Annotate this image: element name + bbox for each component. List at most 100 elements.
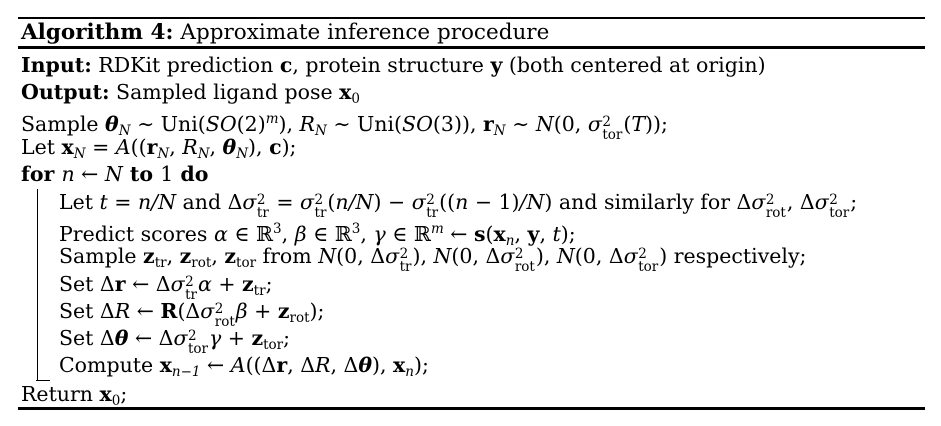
loop-line-sample-noise: Sample ztr, zrot, ztor from N(0, Δσ 2 tr),… [59,243,926,274]
text-segment: N [318,244,337,269]
text-segment: ( [623,112,632,137]
text-segment: Sample [59,244,144,269]
text-segment: y [527,222,540,247]
text-segment: Input: [21,53,92,77]
text-segment: n [405,364,414,381]
return-line: Return x0; [21,381,926,409]
text-segment: R [315,353,331,378]
text-segment: N [197,145,210,162]
algorithm-caption: Algorithm 4: Approximate inference proced… [21,21,549,45]
text-segment: ( [327,189,336,214]
text-segment: Sample [21,112,106,137]
loop-line-predict-scores: Predict scores α ∈ ℝ3, β ∈ ℝ3, γ ∈ ℝm ← … [59,216,926,249]
text-segment: ); [560,222,576,247]
text-segment: α [213,222,228,247]
text-segment: z [251,325,264,350]
text-segment: n [505,233,515,250]
text-segment: (2) [236,112,266,137]
caption-rule [18,46,925,49]
text-segment: ∼ Uni( [130,112,206,137]
text-segment: + [247,298,278,323]
output-line: Output: Sampled ligand pose x0 [21,79,926,107]
text-segment: Set Δ [59,298,115,323]
text-segment: A [115,134,131,159]
text-segment: SO [402,112,433,137]
text-segment: n [455,189,469,214]
text-segment: , [166,244,180,269]
text-segment: to [122,161,161,186]
text-segment: , Δ [786,189,815,214]
text-segment: m [430,221,444,238]
text-segment: , [169,134,183,159]
math-supsub: σ 2 tr [242,189,269,221]
text-segment: n/N [335,189,374,214]
algorithm-body: Input: RDKit prediction c, protein struc… [21,52,926,409]
text-segment: 3 [351,221,361,238]
text-segment: ) and similarly for Δ [544,189,752,214]
text-segment: z [143,244,155,269]
text-segment: rot [191,255,212,272]
math-supsub: σ 2 rot [751,189,786,221]
text-segment: , [211,244,225,269]
math-supsub: σ 2 tor [814,189,850,221]
text-segment: Let [59,189,100,214]
text-segment: ∈ ℝ [306,222,352,247]
text-segment: ← [130,298,161,323]
text-segment: α [197,271,212,296]
text-segment: tor [236,255,257,272]
text-segment: R [160,298,178,323]
text-segment: , [281,222,295,247]
text-segment: c [279,53,293,77]
text-segment: N [118,123,131,140]
text-segment: θ [105,112,119,137]
text-segment: Set Δ [59,271,115,296]
text-segment: (( [130,134,147,159]
algorithm-title: Approximate inference procedure [180,20,550,45]
text-segment: N [157,145,170,162]
text-segment: ∼ [505,112,536,137]
text-segment: t [552,222,561,247]
text-segment: ), [535,244,557,269]
text-segment: ); [413,353,429,378]
text-segment: z [277,298,290,323]
text-segment: (3)), [432,112,483,137]
text-segment: ) − [373,189,412,214]
text-segment: x [159,353,172,378]
sample-priors-line: Sample θN ∼ Uni(SO(2)m), RN ∼ Uni(SO(3))… [21,106,926,142]
text-segment: (0, Δ [451,244,501,269]
text-segment: , [539,222,553,247]
text-segment: ← [443,222,474,247]
text-segment: SO [205,112,237,137]
text-segment: ); [309,298,325,323]
algorithm-number-label: Algorithm 4: [21,20,174,45]
text-segment: t [99,189,108,214]
text-segment: R [182,134,198,159]
text-segment: for [21,161,62,186]
text-segment: tr [154,255,167,272]
text-segment: N [493,123,506,140]
text-segment: Predict scores [59,222,214,247]
text-segment: Compute [59,353,160,378]
text-segment: Set Δ [59,325,115,350]
text-segment: x [99,382,112,407]
text-segment: 3 [273,221,282,238]
text-segment: n [61,161,75,186]
text-segment: z [242,271,254,296]
text-segment: β [294,222,307,247]
text-segment: (Δ [177,298,201,323]
text-segment: β [235,298,248,323]
text-segment: ← [200,353,231,378]
text-segment: 1 [160,161,174,186]
text-segment: θ [358,353,372,378]
text-segment: rot [289,309,310,326]
for-loop-body: Let t = n/N and Δσ 2 tr = σ 2 tr (n/N) − σ 2 tr… [36,188,926,382]
bottom-rule [18,407,925,410]
text-segment: γ [208,325,222,350]
text-segment: ), [372,353,394,378]
text-segment: , Δ [330,353,359,378]
loop-line-set-rotation: Set ΔR ← R(Δσ 2 rot β + zrot); [59,298,926,329]
text-segment: tor [263,336,284,353]
text-segment: ), [278,112,300,137]
text-segment: and Δ [176,189,243,214]
text-segment: RDKit prediction [91,53,280,77]
